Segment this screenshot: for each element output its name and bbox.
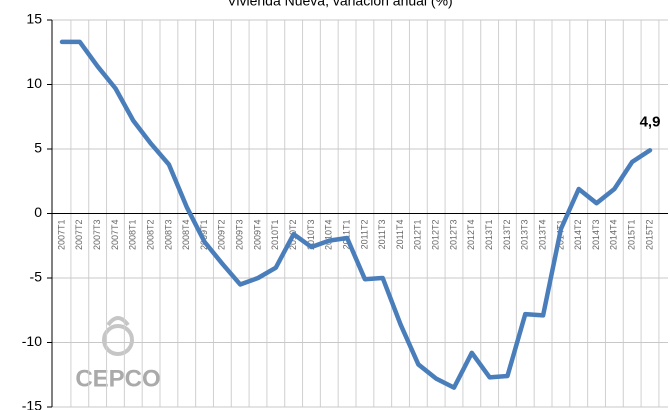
x-tick-label: 2010T4 xyxy=(324,220,334,251)
x-tick-label: 2014T4 xyxy=(609,220,619,251)
watermark: CEPCO xyxy=(75,365,160,392)
x-tick-label: 2014T3 xyxy=(591,220,601,251)
chart-title: Vivienda Nueva, variación anual (%) xyxy=(227,0,452,9)
x-tick-label: 2012T3 xyxy=(448,220,458,251)
y-tick-label: -15 xyxy=(22,398,42,410)
x-tick-label: 2007T1 xyxy=(56,220,66,251)
x-tick-label: 2010T3 xyxy=(306,220,316,251)
x-tick-label: 2009T3 xyxy=(235,220,245,251)
x-tick-label: 2011T2 xyxy=(359,220,369,250)
x-tick-label: 2011T1 xyxy=(341,220,351,250)
x-tick-label: 2012T4 xyxy=(466,220,476,251)
x-tick-label: 2014T2 xyxy=(573,220,583,251)
y-tick-label: 5 xyxy=(34,140,42,156)
x-tick-label: 2009T4 xyxy=(252,220,262,251)
x-tick-label: 2007T4 xyxy=(110,220,120,251)
x-tick-label: 2007T2 xyxy=(74,220,84,251)
y-tick-label: -5 xyxy=(30,269,43,285)
x-tick-label: 2008T1 xyxy=(128,220,138,251)
x-tick-label: 2008T3 xyxy=(163,220,173,251)
x-tick-label: 2012T2 xyxy=(431,220,441,251)
data-label: 4,9 xyxy=(640,113,661,130)
x-tick-label: 2015T1 xyxy=(627,220,637,251)
y-tick-label: 0 xyxy=(34,204,42,220)
line xyxy=(59,39,653,390)
y-tick-label: 10 xyxy=(26,75,42,91)
x-tick-label: 2013T4 xyxy=(537,220,547,251)
x-tick-label: 2013T1 xyxy=(484,220,494,251)
x-tick-label: 2011T3 xyxy=(377,220,387,250)
x-tick-label: 2012T1 xyxy=(413,220,423,251)
x-tick-label: 2013T3 xyxy=(520,220,530,251)
x-tick-label: 2008T4 xyxy=(181,220,191,251)
x-tick-label: 2011T4 xyxy=(395,220,405,250)
x-tick-label: 2010T1 xyxy=(270,220,280,251)
x-tick-label: 2009T2 xyxy=(217,220,227,251)
x-tick-label: 2007T3 xyxy=(92,220,102,251)
x-tick-label: 2009T1 xyxy=(199,220,209,251)
y-tick-label: -10 xyxy=(22,333,42,349)
watermark-logo xyxy=(102,316,134,356)
y-tick-label: 15 xyxy=(26,11,42,27)
x-tick-label: 2015T2 xyxy=(644,220,654,251)
x-tick-label: 2008T2 xyxy=(145,220,155,251)
x-tick-label: 2013T2 xyxy=(502,220,512,251)
